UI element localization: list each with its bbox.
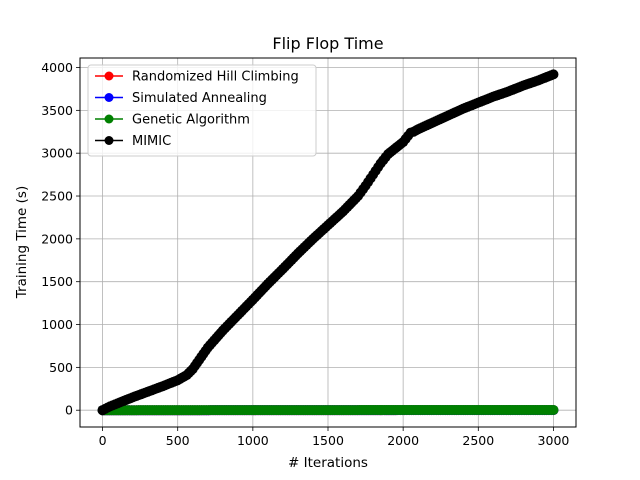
x-tick-label: 2500 <box>462 433 494 448</box>
data-point <box>548 404 559 415</box>
chart-title: Flip Flop Time <box>272 34 383 53</box>
series-genetic-algorithm <box>97 404 559 416</box>
x-tick-label: 1000 <box>237 433 269 448</box>
x-tick-label: 0 <box>99 433 107 448</box>
legend-label: Genetic Algorithm <box>132 113 250 128</box>
legend-label: MIMIC <box>132 134 171 149</box>
legend-marker <box>104 114 114 124</box>
legend-marker <box>104 71 114 81</box>
x-tick-label: 1500 <box>312 433 344 448</box>
x-axis-label: # Iterations <box>288 455 368 471</box>
y-tick-label: 3000 <box>41 146 73 161</box>
legend-label: Randomized Hill Climbing <box>132 70 299 85</box>
y-tick-label: 1000 <box>41 317 73 332</box>
legend: Randomized Hill Climbing Simulated Anneal… <box>87 64 317 157</box>
legend-marker <box>104 136 114 145</box>
x-tick-label: 3000 <box>538 433 570 448</box>
series-mimic <box>97 69 559 416</box>
legend-item-mimic: MIMIC <box>95 134 171 149</box>
legend-marker <box>104 93 114 102</box>
legend-item-randomized-hill-climbing: Randomized Hill Climbing <box>95 70 299 85</box>
y-tick-label: 2000 <box>41 231 73 246</box>
y-axis-label: Training Time (s) <box>14 186 30 299</box>
legend-label: Simulated Annealing <box>132 91 267 106</box>
y-tick-label: 500 <box>49 360 73 375</box>
axis-ticks: 0 500 1000 1500 2000 2500 3000 0 500 1000 1500 2000… <box>41 60 569 448</box>
plot-series <box>97 69 559 416</box>
legend-box <box>87 64 317 157</box>
legend-item-genetic-algorithm: Genetic Algorithm <box>95 113 250 128</box>
y-tick-label: 3500 <box>41 103 73 118</box>
y-tick-label: 0 <box>65 403 73 418</box>
x-tick-label: 2000 <box>387 433 419 448</box>
y-tick-label: 4000 <box>41 60 73 75</box>
data-point <box>548 69 559 80</box>
y-tick-label: 2500 <box>41 189 73 204</box>
legend-item-simulated-annealing: Simulated Annealing <box>95 91 267 106</box>
y-tick-label: 1500 <box>41 274 73 289</box>
x-tick-label: 500 <box>166 433 190 448</box>
